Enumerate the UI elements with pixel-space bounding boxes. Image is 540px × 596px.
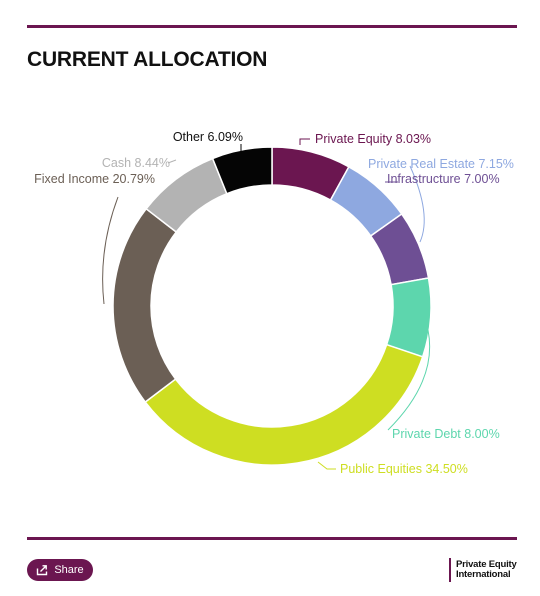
bottom-divider bbox=[27, 537, 517, 540]
share-label: Share bbox=[54, 564, 84, 576]
data-label-private-debt: Private Debt 8.00% bbox=[392, 427, 500, 441]
slice-private-debt[interactable] bbox=[385, 277, 432, 358]
leader-line-cash bbox=[167, 159, 177, 164]
leader-line-private-equity bbox=[299, 138, 310, 145]
leader-line-private-real-estate bbox=[409, 165, 425, 243]
data-label-infrastructure: Infrastructure 7.00% bbox=[387, 172, 500, 186]
data-label-private-real-estate: Private Real Estate 7.15% bbox=[368, 157, 514, 171]
brand-line-2: International bbox=[456, 569, 511, 580]
chart-title: CURRENT ALLOCATION bbox=[27, 48, 268, 71]
leader-line-fixed-income bbox=[102, 196, 119, 305]
data-label-other: Other 6.09% bbox=[173, 130, 243, 144]
slice-public-equities[interactable] bbox=[144, 343, 424, 466]
share-icon bbox=[37, 565, 48, 576]
leader-line-public-equities bbox=[317, 461, 336, 470]
data-label-fixed-income: Fixed Income 20.79% bbox=[34, 172, 155, 186]
pei-logo: Private Equity International bbox=[449, 558, 517, 582]
data-label-private-equity: Private Equity 8.03% bbox=[315, 132, 431, 146]
brand-line-1: Private Equity bbox=[456, 559, 517, 570]
data-label-cash: Cash 8.44% bbox=[102, 156, 170, 170]
top-divider bbox=[27, 25, 517, 28]
slice-other[interactable] bbox=[211, 146, 273, 195]
data-label-public-equities: Public Equities 34.50% bbox=[340, 462, 468, 476]
share-button[interactable]: Share bbox=[27, 559, 93, 581]
leader-line-private-debt bbox=[387, 329, 431, 431]
slice-fixed-income[interactable] bbox=[112, 207, 178, 404]
